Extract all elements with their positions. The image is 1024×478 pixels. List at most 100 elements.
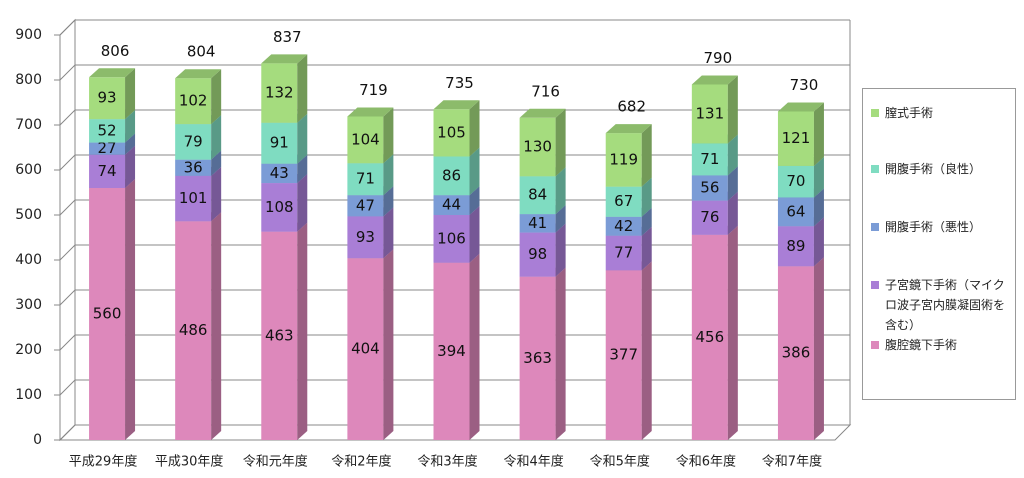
data-label: 456 xyxy=(696,328,725,346)
bar-segment xyxy=(519,223,566,277)
total-label: 837 xyxy=(273,28,302,46)
legend-item: 開腹手術（悪性） xyxy=(871,217,1011,237)
bar-side xyxy=(469,147,480,196)
bar-side xyxy=(383,207,394,259)
bar-front xyxy=(261,63,298,123)
grid-line xyxy=(59,244,850,261)
data-label: 119 xyxy=(609,150,638,168)
bar-top xyxy=(691,75,738,85)
bar-side xyxy=(211,212,222,440)
bar-side xyxy=(641,261,652,440)
bar-front xyxy=(777,226,814,267)
bar-side xyxy=(125,68,136,120)
bar-side xyxy=(125,179,136,440)
bar-segment xyxy=(519,108,566,177)
bar-front xyxy=(519,176,556,215)
bar-side xyxy=(641,207,652,236)
bar-segment xyxy=(433,100,480,157)
data-label: 52 xyxy=(98,121,117,139)
bar-side xyxy=(555,267,566,440)
bar-side xyxy=(727,225,738,440)
data-label: 463 xyxy=(265,326,294,344)
grid-line xyxy=(59,334,850,351)
data-label: 27 xyxy=(98,139,117,157)
bar-front xyxy=(605,235,642,271)
data-label: 71 xyxy=(700,150,719,168)
bar-front xyxy=(691,234,728,440)
bar-side xyxy=(297,222,308,440)
legend-item: 開腹手術（良性） xyxy=(871,159,1011,179)
bar-segment xyxy=(433,253,480,440)
bar-side xyxy=(469,100,480,157)
total-label: 716 xyxy=(531,82,560,100)
data-label: 41 xyxy=(528,214,547,232)
bar-side xyxy=(297,154,308,184)
total-label: 806 xyxy=(101,42,130,60)
back-wall xyxy=(59,18,76,442)
y-tick-label: 500 xyxy=(15,207,42,223)
bar-front xyxy=(261,183,298,232)
legend-swatch xyxy=(871,341,879,349)
data-label: 74 xyxy=(98,162,117,180)
bar-front xyxy=(347,216,384,259)
bar-front xyxy=(777,266,814,440)
data-label: 86 xyxy=(442,166,461,184)
bar-front xyxy=(433,262,470,440)
data-label: 56 xyxy=(700,179,719,197)
bar-top xyxy=(519,108,566,118)
legend-swatch xyxy=(871,281,879,289)
data-label: 70 xyxy=(786,172,805,190)
bar-segment xyxy=(347,107,394,164)
data-label: 47 xyxy=(356,196,375,214)
data-label: 363 xyxy=(523,349,552,367)
y-tick-label: 800 xyxy=(15,72,42,88)
total-label: 735 xyxy=(445,74,474,92)
data-label: 404 xyxy=(351,340,380,358)
data-label: 130 xyxy=(523,138,552,156)
data-label: 121 xyxy=(782,129,811,147)
bar-segment xyxy=(175,212,222,440)
data-label: 89 xyxy=(786,237,805,255)
data-label: 77 xyxy=(614,244,633,262)
bar-side xyxy=(727,166,738,201)
data-label: 93 xyxy=(98,89,117,107)
x-tick-label: 令和4年度 xyxy=(503,454,563,470)
bar-front xyxy=(691,175,728,201)
y-tick-label: 0 xyxy=(33,432,42,448)
data-label: 44 xyxy=(442,196,461,214)
bar-side xyxy=(813,188,824,227)
bar-segment xyxy=(261,222,308,440)
legend-label: 子宮鏡下手術（マイクロ波子宮内膜凝固術を含む） xyxy=(885,278,1006,332)
data-label: 131 xyxy=(696,104,725,122)
data-label: 71 xyxy=(356,170,375,188)
bar-side xyxy=(813,217,824,267)
bar-side xyxy=(469,206,480,263)
bar-front xyxy=(89,188,126,440)
data-label: 93 xyxy=(356,228,375,246)
y-tick-label: 400 xyxy=(15,252,42,268)
bar-side xyxy=(813,102,824,166)
grid-line xyxy=(59,199,850,216)
bar-front xyxy=(89,119,126,143)
bar-front xyxy=(519,276,556,440)
grid-line xyxy=(59,424,850,441)
bar-top xyxy=(605,124,652,134)
y-tick-label: 700 xyxy=(15,117,42,133)
x-tick-label: 令和2年度 xyxy=(331,454,391,470)
data-label: 132 xyxy=(265,84,294,102)
bar-segment xyxy=(175,69,222,125)
bar-side xyxy=(211,150,222,176)
x-tick-label: 令和3年度 xyxy=(417,454,477,470)
bar-side xyxy=(469,253,480,440)
data-label: 108 xyxy=(265,198,294,216)
bar-top xyxy=(261,54,308,64)
bar-front xyxy=(691,84,728,144)
bar-top xyxy=(347,107,394,117)
grid-line xyxy=(59,64,850,81)
total-label: 804 xyxy=(187,43,216,61)
bar-front xyxy=(89,154,126,188)
total-label: 682 xyxy=(617,98,646,116)
bar-front xyxy=(519,214,556,233)
data-label: 76 xyxy=(700,208,719,226)
bar-front xyxy=(691,200,728,235)
